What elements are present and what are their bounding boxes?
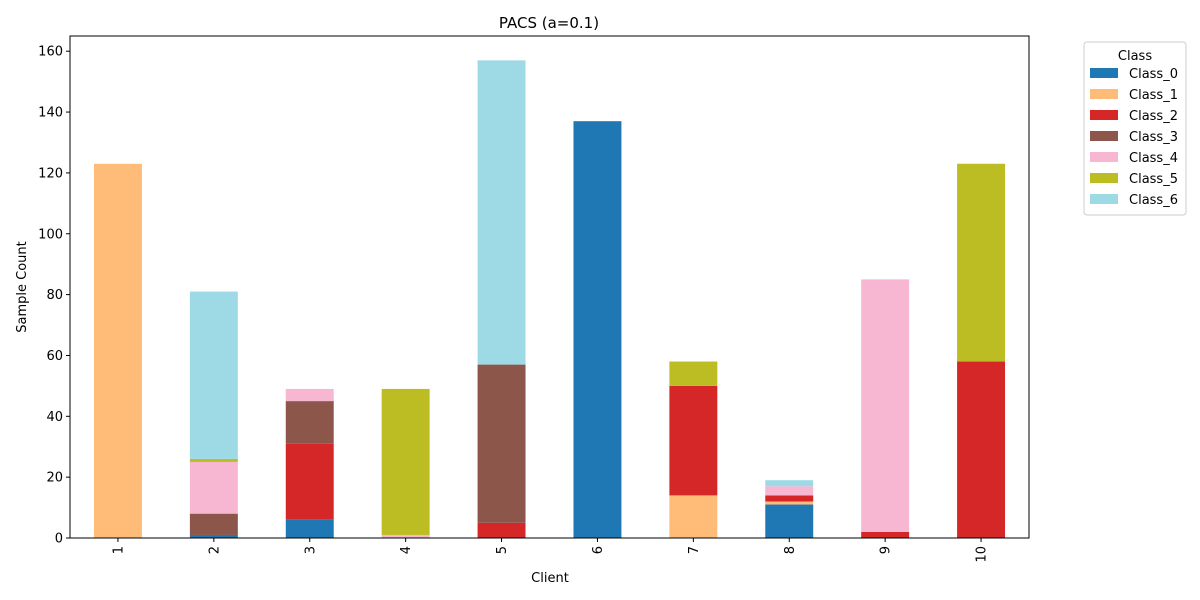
bar-segment-client-8-class-2	[765, 495, 814, 502]
bar-segment-client-4-class-5	[381, 388, 430, 535]
axes: 0 20 40 60 80 100 120 140 160 1 2 3 4 5 6 7 8 9 10	[38, 35, 1030, 563]
legend-label: Class_0	[1129, 67, 1178, 82]
bar-segment-client-8-class-1	[765, 501, 814, 505]
x-tick-label: 1	[111, 546, 126, 554]
bar-segment-client-8-class-4	[765, 486, 814, 496]
y-tick-label: 0	[55, 532, 63, 547]
legend: Class Class_0 Class_1 Class_2 Class_3 Class_…	[1083, 41, 1187, 216]
legend-swatch	[1090, 131, 1118, 141]
y-tick-label: 60	[46, 349, 63, 364]
x-tick-label: 8	[783, 546, 798, 554]
y-tick-label: 100	[38, 227, 63, 242]
bar-segment-client-5-class-2	[477, 522, 526, 538]
y-tick-label: 80	[46, 288, 63, 303]
bar-segment-client-2-class-4	[189, 461, 238, 514]
legend-swatch	[1090, 173, 1118, 183]
bar-segment-client-8-class-0	[765, 504, 814, 538]
bar-segment-client-10-class-5	[957, 163, 1006, 362]
y-axis-label: Sample Count	[15, 241, 30, 332]
bar-segment-client-5-class-6	[477, 60, 526, 365]
chart-title: PACS (a=0.1)	[499, 14, 599, 32]
x-tick-label: 7	[687, 546, 702, 554]
x-tick-label: 5	[495, 546, 510, 554]
bar-segment-client-1-class-1	[93, 163, 142, 538]
x-tick-label: 10	[975, 546, 990, 563]
legend-label: Class_4	[1129, 151, 1178, 166]
y-tick-label: 160	[38, 45, 63, 60]
x-tick-label: 9	[879, 546, 894, 554]
y-tick-label: 20	[46, 471, 63, 486]
bar-segment-client-9-class-2	[861, 531, 910, 538]
bar-segment-client-2-class-3	[189, 513, 238, 535]
bar-segment-client-6-class-0	[573, 121, 622, 538]
legend-title: Class	[1118, 49, 1152, 64]
legend-frame	[1083, 41, 1187, 216]
x-tick-label: 6	[591, 546, 606, 554]
bar-segment-client-2-class-5	[189, 458, 238, 462]
legend-label: Class_6	[1129, 193, 1178, 208]
x-axis-label: Client	[531, 571, 569, 586]
legend-label: Class_5	[1129, 172, 1178, 187]
bar-segment-client-7-class-5	[669, 361, 718, 386]
legend-swatch	[1090, 68, 1118, 78]
bar-segment-client-3-class-4	[285, 388, 334, 402]
bar-segment-client-3-class-3	[285, 401, 334, 444]
y-tick-label: 140	[38, 106, 63, 121]
bar-segment-client-5-class-3	[477, 364, 526, 523]
bar-segment-client-10-class-2	[957, 361, 1006, 538]
bar-segment-client-3-class-2	[285, 443, 334, 520]
bar-segment-client-7-class-1	[669, 495, 718, 538]
legend-swatch	[1090, 110, 1118, 120]
legend-label: Class_1	[1129, 88, 1178, 103]
bar-segment-client-7-class-2	[669, 385, 718, 496]
bar-segment-client-2-class-0	[189, 534, 238, 538]
x-tick-label: 4	[399, 546, 414, 554]
bar-segment-client-3-class-0	[285, 519, 334, 538]
y-tick-label: 40	[46, 410, 63, 425]
bar-segment-client-2-class-6	[189, 291, 238, 459]
x-tick-label: 2	[207, 546, 222, 554]
bar-segment-client-8-class-6	[765, 480, 814, 487]
bar-segment-client-4-class-4	[381, 534, 430, 538]
legend-swatch	[1090, 194, 1118, 204]
bars	[93, 60, 1006, 538]
legend-swatch	[1090, 152, 1118, 162]
legend-swatch	[1090, 89, 1118, 99]
bar-segment-client-9-class-4	[861, 279, 910, 532]
plot-frame	[69, 35, 1030, 539]
x-tick-label: 3	[303, 546, 318, 554]
legend-label: Class_3	[1129, 130, 1178, 145]
y-tick-label: 120	[38, 166, 63, 181]
legend-label: Class_2	[1129, 109, 1178, 124]
